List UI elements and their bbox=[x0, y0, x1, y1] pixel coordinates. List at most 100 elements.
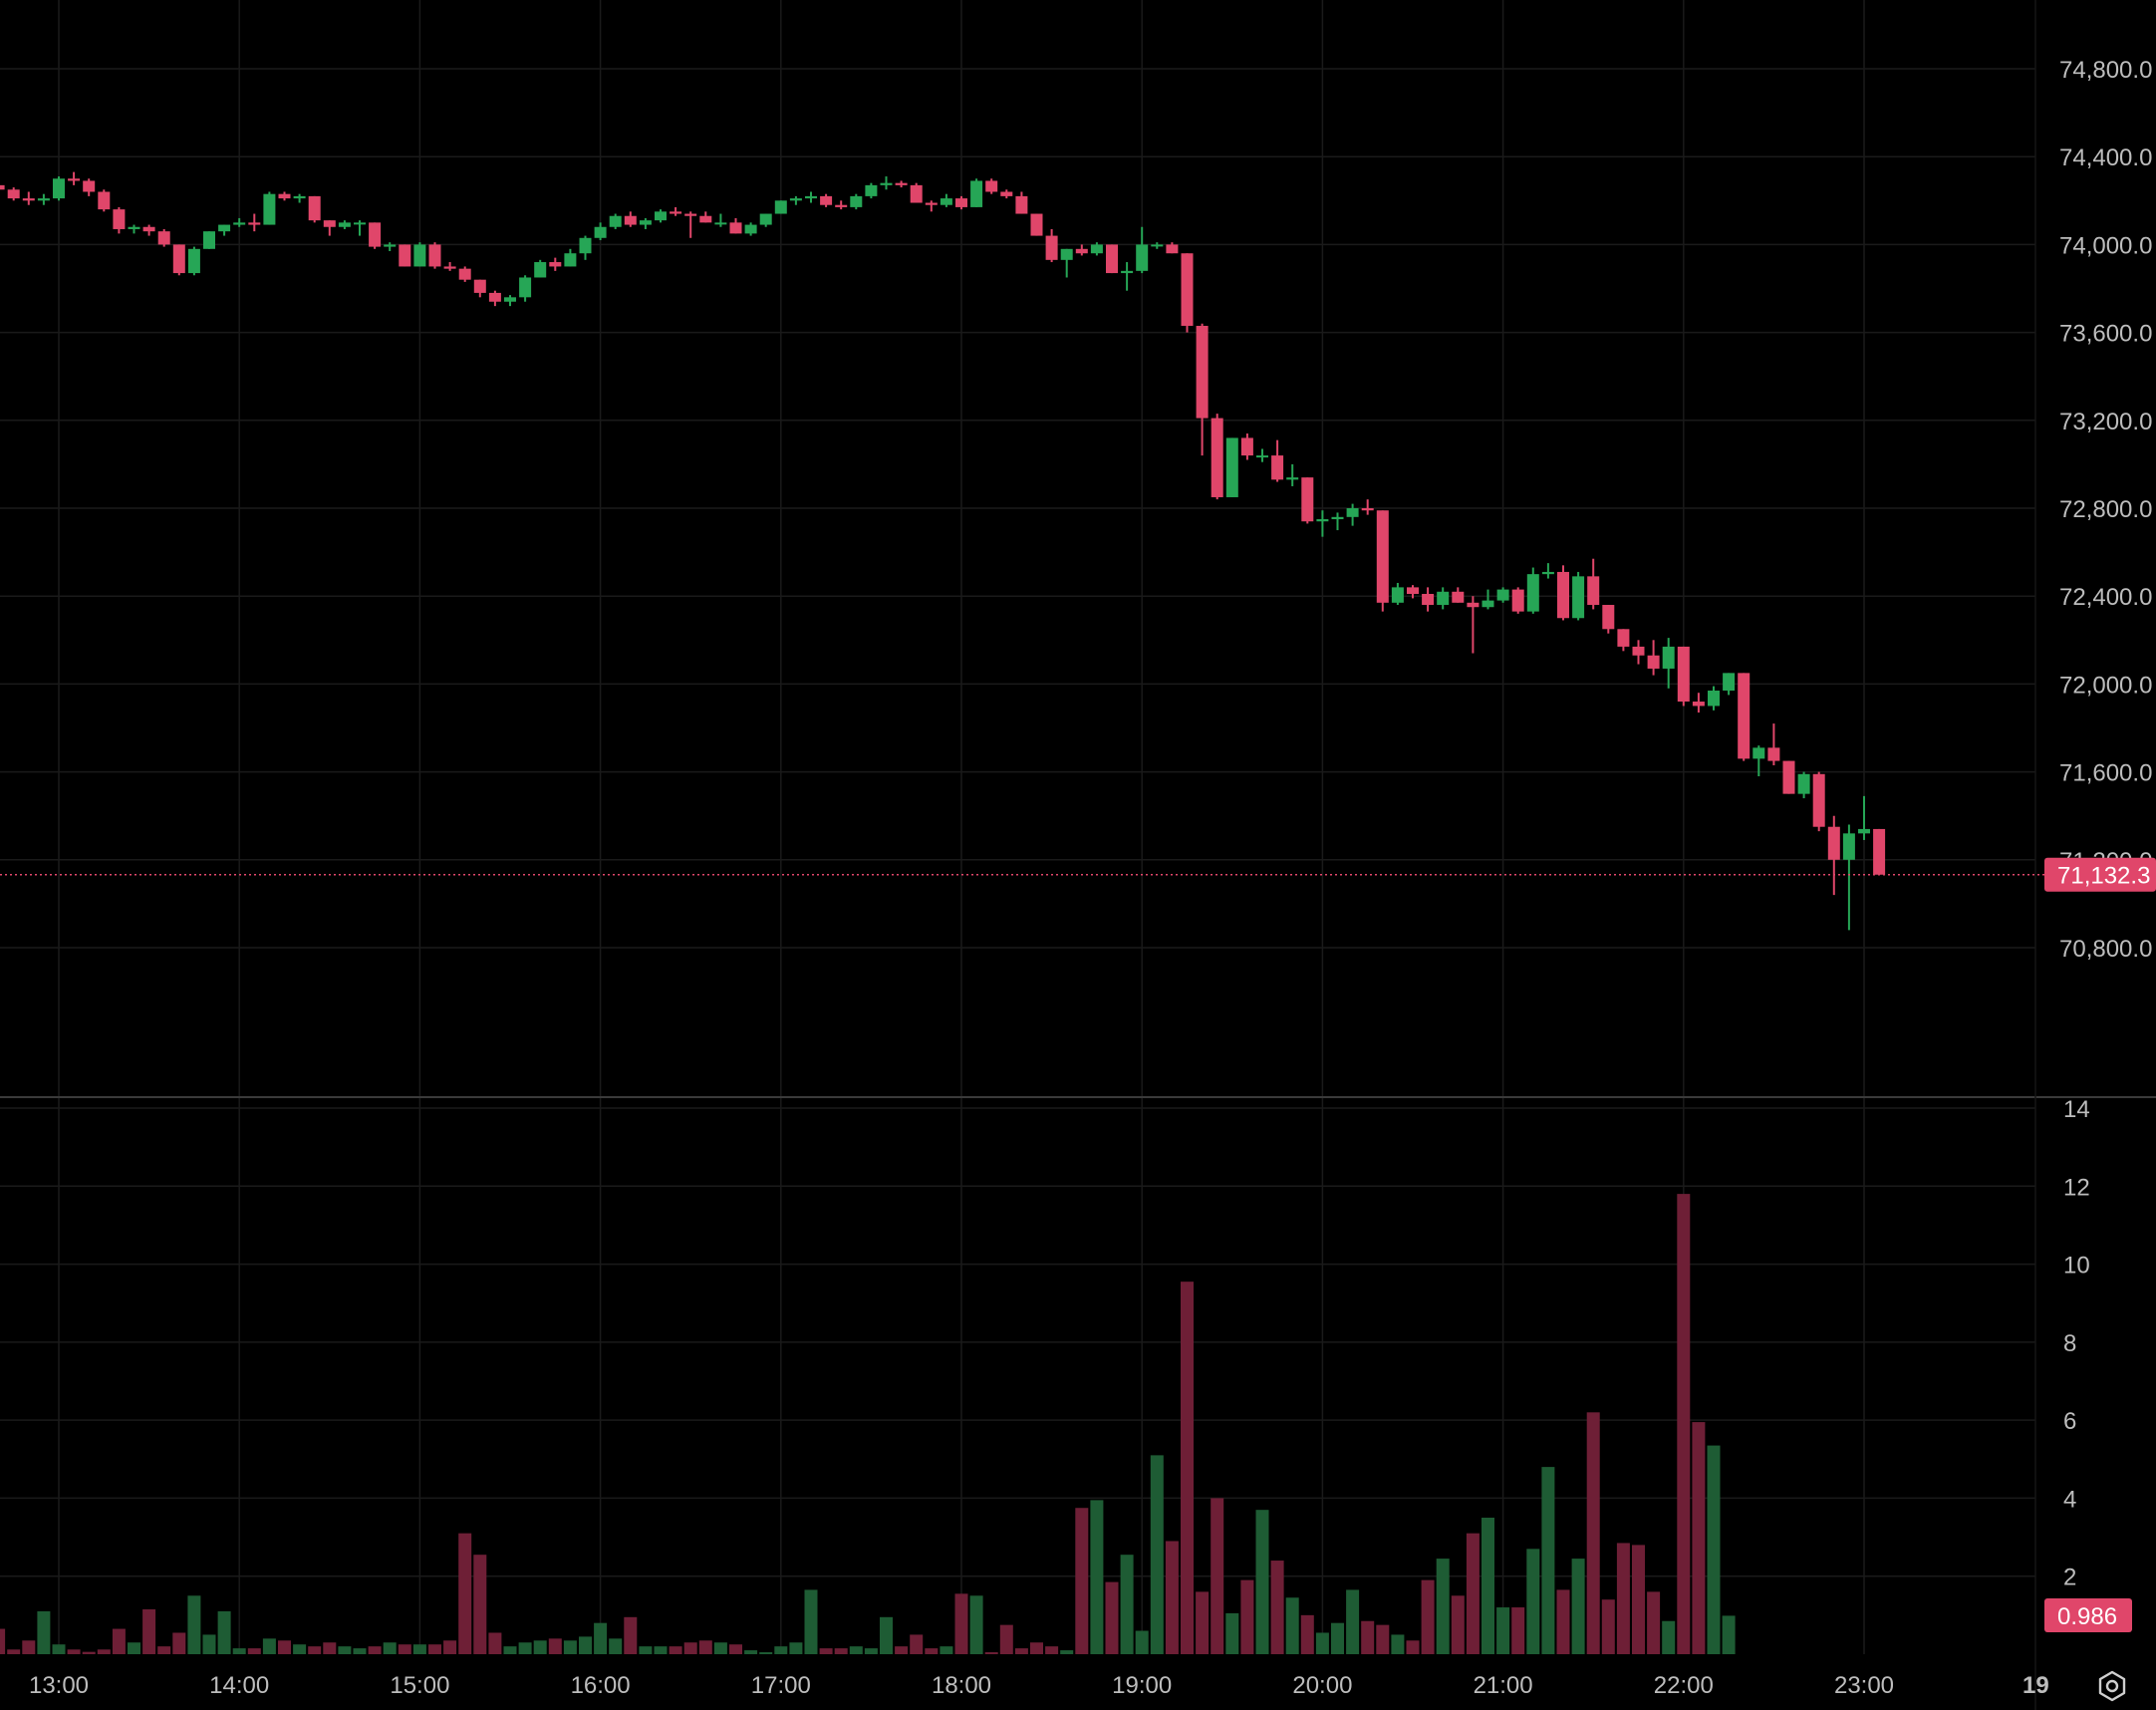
volume-bar bbox=[698, 1640, 712, 1654]
candle-body bbox=[1452, 591, 1465, 603]
volume-bar bbox=[1541, 1467, 1555, 1654]
candle-body bbox=[1797, 773, 1810, 794]
time-tick-label: 20:00 bbox=[1292, 1672, 1352, 1699]
candle-body bbox=[354, 222, 366, 225]
candle bbox=[744, 222, 757, 236]
volume-bar bbox=[1406, 1640, 1420, 1654]
candle-body bbox=[564, 253, 577, 267]
candle-body bbox=[22, 198, 35, 201]
candle bbox=[83, 178, 96, 196]
candle bbox=[880, 176, 893, 190]
volume-bars bbox=[0, 1194, 1736, 1654]
candle-body bbox=[699, 215, 712, 223]
candle bbox=[354, 220, 366, 236]
candle bbox=[308, 195, 321, 223]
volume-bar bbox=[1496, 1607, 1510, 1654]
candle-body bbox=[985, 180, 998, 192]
time-tick-label: 15:00 bbox=[390, 1672, 449, 1699]
candle-body bbox=[579, 237, 592, 254]
candle bbox=[128, 224, 140, 234]
candle bbox=[1015, 191, 1028, 214]
candle-body bbox=[1331, 516, 1344, 520]
volume-bar bbox=[895, 1646, 909, 1654]
candle bbox=[1045, 228, 1058, 263]
candle bbox=[113, 206, 126, 234]
volume-bar bbox=[1511, 1607, 1525, 1654]
candle bbox=[53, 176, 65, 201]
candle-body bbox=[1181, 253, 1194, 326]
volume-bar bbox=[1255, 1510, 1269, 1654]
volume-bar bbox=[563, 1640, 577, 1654]
candle bbox=[534, 259, 547, 278]
candle-body bbox=[1526, 574, 1539, 612]
volume-bar bbox=[353, 1648, 367, 1654]
candle-body bbox=[609, 215, 622, 227]
candle-body bbox=[1045, 235, 1058, 260]
price-tick-label: 73,600.0 bbox=[2059, 321, 2152, 348]
candle bbox=[774, 200, 787, 214]
candle-body bbox=[428, 244, 441, 267]
volume-tick-label: 4 bbox=[2063, 1486, 2076, 1513]
price-axis: 74,800.0 74,400.0 74,000.0 73,600.0 73,200.0… bbox=[2059, 57, 2152, 963]
volume-bar bbox=[1556, 1589, 1570, 1654]
candle bbox=[865, 182, 878, 199]
candle-body bbox=[1782, 760, 1795, 794]
candle-body bbox=[1121, 270, 1134, 274]
candle bbox=[1361, 499, 1374, 515]
candle bbox=[1858, 795, 1870, 840]
candle bbox=[1136, 226, 1149, 274]
candle-body bbox=[233, 222, 246, 225]
candle-body bbox=[413, 244, 426, 267]
volume-bar bbox=[7, 1649, 21, 1654]
candle-body bbox=[83, 180, 96, 192]
candle-body bbox=[1602, 605, 1615, 630]
candle bbox=[1873, 828, 1886, 876]
volume-bar bbox=[624, 1616, 638, 1654]
candle bbox=[1000, 189, 1013, 199]
candle bbox=[1151, 242, 1164, 249]
volume-bar bbox=[1150, 1455, 1164, 1654]
candle-body bbox=[1557, 571, 1569, 619]
candle-body bbox=[835, 204, 848, 207]
last-volume-badge: 0.986 bbox=[2044, 1598, 2132, 1632]
candle-body bbox=[639, 220, 652, 225]
volume-bar bbox=[1240, 1579, 1254, 1654]
candle bbox=[7, 187, 20, 201]
volume-bar bbox=[804, 1589, 818, 1654]
candle-body bbox=[1723, 673, 1736, 692]
time-tick-label: 22:00 bbox=[1654, 1672, 1714, 1699]
price-tick-label: 74,800.0 bbox=[2059, 57, 2152, 84]
time-tick-label: 14:00 bbox=[209, 1672, 269, 1699]
candle bbox=[187, 246, 200, 276]
volume-bar bbox=[52, 1644, 66, 1654]
candle bbox=[655, 209, 667, 223]
time-tick-label: 18:00 bbox=[932, 1672, 991, 1699]
candle bbox=[1541, 563, 1554, 579]
volume-bar bbox=[1346, 1589, 1360, 1654]
volume-bar bbox=[759, 1652, 773, 1654]
candle-body bbox=[1301, 477, 1314, 522]
time-tick-label: 16:00 bbox=[571, 1672, 631, 1699]
candle-body bbox=[940, 198, 952, 205]
candle bbox=[1692, 693, 1705, 713]
candle bbox=[1572, 571, 1585, 621]
candle-body bbox=[1662, 646, 1675, 669]
candle bbox=[1738, 673, 1751, 761]
volume-tick-label: 6 bbox=[2063, 1408, 2076, 1435]
candle-body bbox=[248, 222, 261, 225]
volume-bar bbox=[128, 1642, 140, 1654]
candle bbox=[293, 193, 306, 203]
settings-button[interactable] bbox=[2092, 1667, 2132, 1705]
candle-body bbox=[293, 195, 306, 199]
price-tick-label: 74,400.0 bbox=[2059, 144, 2152, 171]
candle-body bbox=[1376, 510, 1389, 603]
volume-bar bbox=[338, 1646, 352, 1654]
candle bbox=[1301, 477, 1314, 524]
candle bbox=[1677, 646, 1690, 707]
volume-bar bbox=[984, 1652, 998, 1654]
volume-bar bbox=[1376, 1624, 1390, 1654]
volume-bar bbox=[458, 1533, 472, 1654]
candle bbox=[203, 231, 215, 249]
